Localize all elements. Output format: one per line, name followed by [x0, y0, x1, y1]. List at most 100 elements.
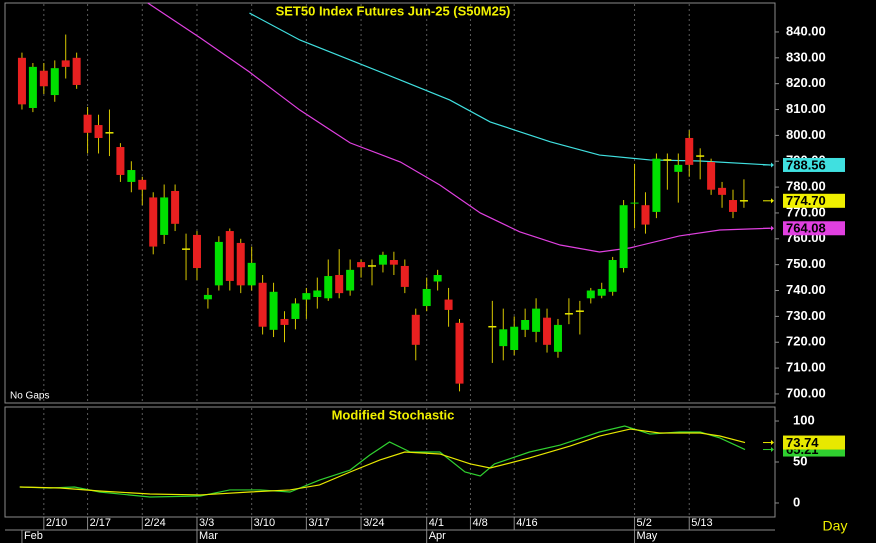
y-tick-label: 710.00	[786, 360, 826, 375]
y-tick-label: 780.00	[786, 179, 826, 194]
series-line	[19, 428, 746, 496]
candle-body	[72, 57, 81, 85]
candle-body	[28, 66, 37, 108]
candle-body	[269, 291, 278, 330]
x-tick-label: 5/13	[691, 517, 712, 529]
month-label: Feb	[24, 530, 43, 542]
last-value-label: 73.74	[786, 435, 819, 450]
candle-body	[116, 147, 125, 175]
y-tick-label: 0	[793, 494, 800, 509]
y-tick-label: 770.00	[786, 204, 826, 219]
candle-body	[247, 262, 256, 286]
candle-body	[521, 320, 530, 330]
candle-body	[378, 254, 387, 265]
candle-body	[291, 303, 300, 319]
stochastic-title: Modified Stochastic	[332, 407, 455, 422]
candle-body	[160, 197, 169, 235]
x-tick-label: 3/17	[308, 517, 329, 529]
x-tick-label: 4/8	[472, 517, 487, 529]
y-tick-label: 810.00	[786, 101, 826, 116]
candle-body	[685, 137, 694, 165]
y-tick-label: 720.00	[786, 334, 826, 349]
last-arrowhead	[771, 225, 774, 231]
x-tick-label: 2/24	[144, 517, 165, 529]
x-tick-label: 4/16	[516, 517, 537, 529]
candle-body	[225, 231, 234, 281]
candle-body	[335, 275, 344, 294]
candle-body	[357, 262, 366, 268]
stochastic-panel	[4, 406, 776, 518]
last-arrowhead	[771, 162, 774, 168]
candle-body	[313, 290, 322, 297]
x-tick-label: 2/17	[90, 517, 111, 529]
y-tick-label: 830.00	[786, 49, 826, 64]
y-tick-label: 840.00	[786, 23, 826, 38]
last-arrowhead	[771, 440, 774, 446]
candle-body	[674, 164, 683, 172]
last-arrowhead	[771, 198, 774, 204]
y-tick-label: 740.00	[786, 282, 826, 297]
y-tick-label: 50	[793, 453, 807, 468]
candle-body	[258, 282, 267, 327]
month-label: Mar	[199, 530, 218, 542]
price-panel	[4, 2, 776, 404]
x-tick-label: 3/24	[363, 517, 384, 529]
candle-body	[94, 125, 103, 138]
x-tick-label: 4/1	[429, 517, 444, 529]
candle-body	[302, 293, 311, 300]
candle-body	[553, 324, 562, 352]
y-tick-label: 700.00	[786, 385, 826, 400]
candle-body	[455, 322, 464, 384]
last-value-box	[783, 193, 845, 208]
x-tick-label: 3/10	[254, 517, 275, 529]
last-value-label: 764.08	[786, 221, 826, 236]
candle-body	[192, 234, 201, 269]
candle-body	[50, 68, 59, 96]
chart-title: SET50 Index Futures Jun-25 (S50M25)	[276, 3, 511, 18]
candle-body	[171, 190, 180, 224]
candle-body	[138, 179, 147, 190]
candle-body	[586, 290, 595, 299]
series-line	[147, 2, 771, 253]
candle-body	[630, 202, 639, 204]
candle-body	[499, 329, 508, 347]
candle-body	[707, 162, 716, 190]
candle-body	[39, 70, 48, 87]
last-arrowhead	[771, 447, 774, 453]
candle-body	[280, 318, 289, 325]
candle-body	[532, 308, 541, 332]
candle-body	[728, 200, 737, 212]
x-tick-label: 5/2	[637, 517, 652, 529]
y-tick-label: 750.00	[786, 256, 826, 271]
candle-body	[324, 276, 333, 299]
annotation: No Gaps	[10, 391, 49, 402]
candle-body	[127, 170, 136, 182]
candle-body	[346, 269, 355, 291]
candle-body	[83, 114, 92, 133]
candle-body	[400, 265, 409, 287]
y-tick-label: 100	[793, 412, 815, 427]
candle-body	[411, 314, 420, 345]
last-value-box	[783, 435, 845, 450]
candle-body	[236, 242, 245, 286]
plot-layer: 2/10 2/17 2/24 3/3 3/10 3/17 3/24 4/1 4/8 4/16 5/2…	[17, 2, 845, 543]
candle-body	[718, 187, 727, 195]
x-axis-label: Day	[823, 518, 848, 534]
candle-body	[608, 260, 617, 292]
last-value-box	[783, 221, 845, 236]
last-value-label: 788.56	[786, 157, 826, 172]
month-label: May	[637, 530, 658, 542]
last-value-label: 774.70	[786, 193, 826, 208]
candle-body	[641, 205, 650, 225]
candle-body	[619, 205, 628, 269]
y-tick-label: 730.00	[786, 308, 826, 323]
candle-body	[149, 197, 158, 247]
candle-body	[17, 57, 26, 105]
candle-body	[203, 294, 212, 300]
candle-body	[543, 317, 552, 345]
month-label: Apr	[429, 530, 446, 542]
candle-body	[433, 275, 442, 282]
x-tick-label: 3/3	[199, 517, 214, 529]
y-tick-label: 800.00	[786, 127, 826, 142]
